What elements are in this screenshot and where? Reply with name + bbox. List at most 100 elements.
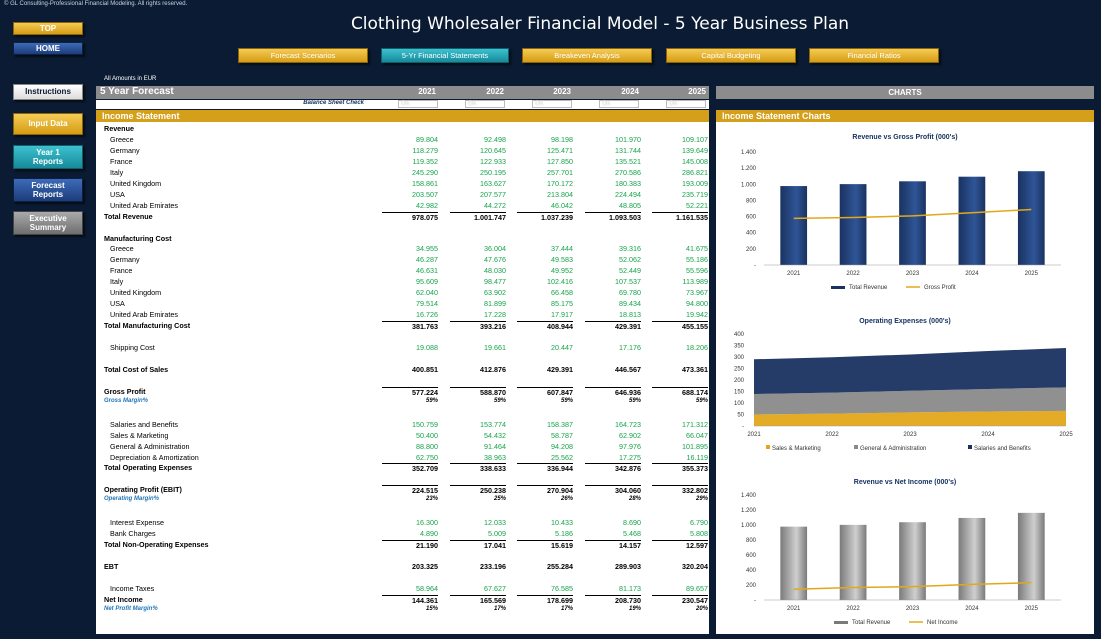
- series-line: [793, 208, 1032, 220]
- row-label: General & Administration: [110, 441, 190, 451]
- row-label: Operating Margin%: [104, 496, 160, 503]
- cell-value: 88.800: [416, 441, 438, 451]
- cell-value: 89.657: [686, 583, 708, 593]
- cell-value: 207.577: [480, 189, 506, 199]
- cell-value: 94.208: [551, 441, 573, 451]
- cell-value: 165.569: [450, 594, 506, 605]
- row-label: Manufacturing Cost: [104, 233, 172, 243]
- cell-value: 62.902: [619, 430, 641, 440]
- cell-value: 58.787: [551, 430, 573, 440]
- tab-5yr-financial-statements[interactable]: 5-Yr Financial Statements: [381, 48, 509, 63]
- cell-value: 5.468: [623, 529, 641, 539]
- cell-value: 978.075: [382, 211, 438, 222]
- x-tick-label: 2025: [1025, 271, 1039, 277]
- cell-value: 91.464: [484, 441, 506, 451]
- table-row: Greece 34.955 36.004 37.444 39.316 41.675: [96, 244, 709, 254]
- cell-value: 320.204: [682, 562, 708, 571]
- y-tick-label: 800: [746, 538, 757, 544]
- cell-value: 19.942: [686, 310, 708, 320]
- table-row: Total Cost of Sales 400.851 412.876 429.391…: [96, 365, 709, 375]
- spacer-row: [96, 573, 709, 583]
- cell-value: 446.567: [615, 364, 641, 374]
- home-button[interactable]: HOME: [13, 42, 83, 55]
- instructions-button[interactable]: Instructions: [13, 84, 83, 100]
- cell-value: 10.433: [551, 518, 573, 528]
- cell-value: 14.157: [585, 540, 641, 550]
- bar: [958, 517, 986, 600]
- cell-value: 178.699: [517, 594, 573, 605]
- y-tick-label: 1.200: [741, 508, 757, 514]
- tab-forecast-scenarios[interactable]: Forecast Scenarios: [238, 48, 368, 63]
- table-row: United Kingdom 62.040 63.902 66.458 69.780 73…: [96, 288, 709, 298]
- cell-value: 62.040: [416, 288, 438, 298]
- cell-value: 63.902: [484, 288, 506, 298]
- year1-reports-button[interactable]: Year 1 Reports: [13, 145, 83, 169]
- cell-value: 69.780: [619, 288, 641, 298]
- y-tick-label: 1.400: [741, 493, 757, 499]
- legend-swatch: [766, 445, 770, 449]
- cell-value: 39.316: [619, 244, 641, 254]
- income-statement-header: Income Statement: [96, 110, 709, 122]
- cell-value: 89.434: [619, 299, 641, 309]
- y-tick-label: 1.000: [741, 182, 757, 188]
- row-label: Total Operating Expenses: [104, 463, 193, 473]
- cell-value: 5.808: [690, 529, 708, 539]
- y-tick-label: -: [754, 598, 756, 604]
- spacer-row: [96, 223, 709, 233]
- row-label: Net Profit Margin%: [104, 605, 158, 612]
- cell-value: 127.850: [547, 156, 573, 166]
- cell-value: 48.030: [484, 266, 506, 276]
- cell-value: 55.186: [686, 255, 708, 265]
- cell-value: 113.989: [682, 277, 708, 287]
- year-header: 2021: [418, 87, 436, 96]
- cell-value: 118.279: [412, 145, 438, 155]
- cell-value: 1.001.747: [450, 211, 506, 222]
- row-label: Bank Charges: [110, 529, 156, 539]
- forecast-reports-button[interactable]: Forecast Reports: [13, 178, 83, 202]
- cell-value: 245.290: [412, 167, 438, 177]
- cell-value: 255.284: [547, 562, 573, 571]
- tab-capital-budgeting[interactable]: Capital Budgeting: [666, 48, 796, 63]
- cell-value: 235.719: [682, 189, 708, 199]
- executive-summary-button[interactable]: Executive Summary: [13, 211, 83, 235]
- table-row: Germany 118.279 120.645 125.471 131.744 139.6…: [96, 146, 709, 156]
- cell-value: 38.963: [484, 452, 506, 462]
- cell-value: 12.597: [652, 540, 708, 550]
- cell-value: 19.088: [416, 343, 438, 352]
- cell-value: 46.042: [551, 200, 573, 210]
- cell-value: 67.627: [484, 583, 506, 593]
- cell-value: 213.804: [547, 189, 573, 199]
- currency-note: All Amounts in EUR: [104, 76, 157, 82]
- input-data-button[interactable]: Input Data: [13, 113, 83, 135]
- cell-value: 119.352: [412, 156, 438, 166]
- row-label: USA: [110, 299, 125, 309]
- bar: [1017, 171, 1045, 265]
- cell-value: 76.585: [551, 583, 573, 593]
- cell-value: 304.060: [585, 485, 641, 495]
- cell-value: 135.521: [615, 156, 641, 166]
- x-tick-label: 2022: [846, 271, 860, 277]
- row-label: Greece: [110, 134, 134, 144]
- y-tick-label: 200: [746, 247, 757, 253]
- cell-value: 158.387: [547, 419, 573, 429]
- row-label: Revenue: [104, 124, 134, 133]
- cell-value: 270.904: [517, 485, 573, 495]
- top-button[interactable]: TOP: [13, 22, 83, 35]
- cell-value: 17.275: [619, 452, 641, 462]
- tab-breakeven-analysis[interactable]: Breakeven Analysis: [522, 48, 652, 63]
- cell-value: 381.763: [382, 321, 438, 331]
- cell-value: 15%: [425, 605, 438, 612]
- cell-value: 12.033: [484, 518, 506, 528]
- cell-value: 15.619: [517, 540, 573, 550]
- cell-value: 97.976: [619, 441, 641, 451]
- year-header: 2025: [688, 87, 706, 96]
- table-row: Net Profit Margin% 15% 17% 17% 19% 20%: [96, 606, 709, 616]
- cell-value: 208.730: [585, 594, 641, 605]
- copyright-notice: © GL Consulting-Professional Financial M…: [4, 1, 188, 7]
- cell-value: 16.119: [686, 452, 708, 462]
- row-label: Shipping Cost: [110, 343, 155, 352]
- cell-value: 125.471: [547, 145, 573, 155]
- tab-financial-ratios[interactable]: Financial Ratios: [809, 48, 939, 63]
- row-label: Depreciation & Amortization: [110, 452, 199, 462]
- cell-value: 1.161.535: [652, 211, 708, 222]
